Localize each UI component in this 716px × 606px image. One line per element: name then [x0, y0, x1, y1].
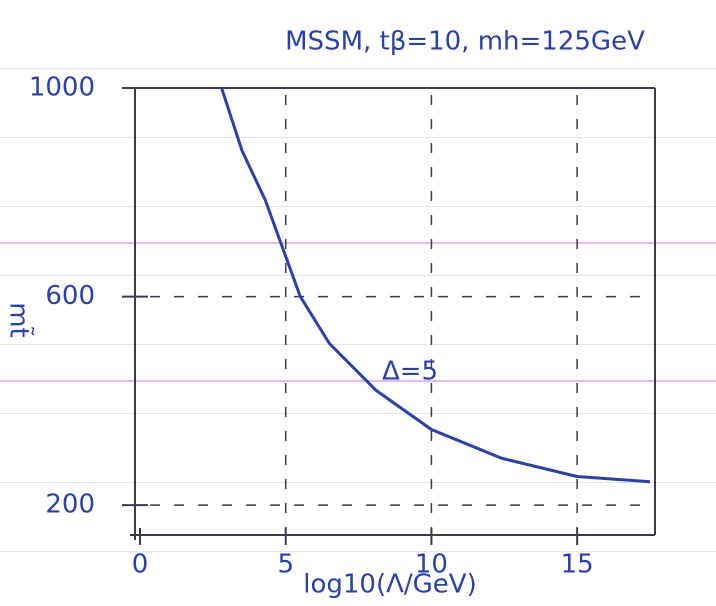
x-tick-label: 10	[415, 550, 448, 580]
curve	[220, 87, 651, 484]
x-tick-label: 0	[132, 550, 149, 580]
x-tick-label: 15	[561, 550, 594, 580]
y-tick-label: 1000	[29, 73, 95, 103]
y-axis-label: mt̃	[4, 302, 36, 338]
chart-title: MSSM, tβ=10, mh=125GeV	[285, 27, 645, 57]
x-tick-label: 5	[277, 550, 294, 580]
y-tick-label: 600	[45, 281, 95, 311]
x-axis-label: log10(Λ/GeV)	[303, 570, 476, 600]
annotation: Δ=5	[382, 357, 438, 387]
y-tick-label: 200	[45, 490, 95, 520]
